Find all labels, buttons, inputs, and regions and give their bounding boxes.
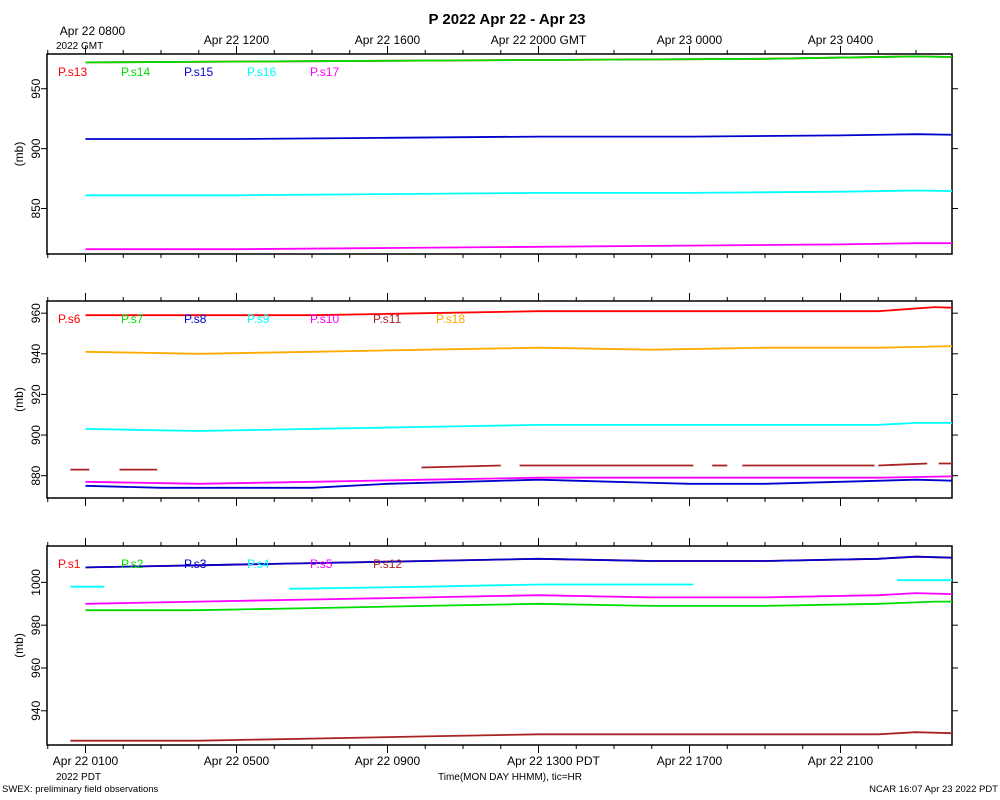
gmt-tick-label: Apr 22 1200 bbox=[204, 33, 270, 47]
series-line-P-s17 bbox=[85, 242, 952, 251]
y-tick-label: 880 bbox=[29, 465, 43, 485]
panel-frame bbox=[46, 300, 953, 499]
series-line-P-s2 bbox=[85, 600, 952, 612]
legend-P-s18: P.s18 bbox=[436, 312, 465, 326]
series-line-P-s9 bbox=[85, 421, 952, 432]
panel-frame bbox=[46, 545, 953, 746]
series-line-P-s3 bbox=[85, 555, 952, 569]
legend-P-s5: P.s5 bbox=[310, 557, 333, 571]
gmt-tick-label: Apr 23 0400 bbox=[808, 33, 874, 47]
legend-P-s10: P.s10 bbox=[310, 312, 339, 326]
series-line-P-s18 bbox=[85, 345, 952, 355]
pdt-tick-label: Apr 22 1700 bbox=[657, 754, 723, 768]
series-line-P-s14 bbox=[85, 55, 952, 64]
gmt-tick-label: Apr 22 2000 GMT bbox=[491, 33, 587, 47]
x-axis-label: Time(MON DAY HHMM), tic=HR bbox=[438, 772, 582, 783]
y-axis-label: (mb) bbox=[12, 633, 26, 658]
legend-P-s11: P.s11 bbox=[373, 312, 402, 326]
y-tick-label: 960 bbox=[29, 658, 43, 678]
gmt-tick-label: Apr 23 0000 bbox=[657, 33, 723, 47]
y-tick-label: 850 bbox=[29, 198, 43, 218]
series-line-P-s16 bbox=[85, 189, 952, 197]
y-tick-label: 950 bbox=[29, 78, 43, 98]
series-line-P-s15 bbox=[85, 133, 952, 140]
pdt-tick-label: Apr 22 2100 bbox=[808, 754, 874, 768]
series-line-P-s12 bbox=[70, 731, 952, 742]
legend-P-s9: P.s9 bbox=[247, 312, 270, 326]
pdt-year-label: 2022 PDT bbox=[56, 772, 101, 783]
gmt-tick-label: Apr 22 0800 bbox=[60, 24, 126, 38]
gmt-year-label: 2022 GMT bbox=[56, 41, 103, 52]
panels: 850 900 950 (mb) P.s13 P.s14 P.s15 P.s16 P.s17 88… bbox=[12, 24, 958, 768]
y-tick-label: 960 bbox=[29, 303, 43, 323]
legend-P-s17: P.s17 bbox=[310, 65, 339, 79]
panel-frame bbox=[46, 53, 953, 255]
y-axis-label: (mb) bbox=[12, 142, 26, 167]
pdt-tick-label: Apr 22 0900 bbox=[355, 754, 421, 768]
legend-P-s8: P.s8 bbox=[184, 312, 207, 326]
footer-right-note: NCAR 16:07 Apr 23 2022 PDT bbox=[869, 784, 998, 795]
series-line-P-s5 bbox=[85, 592, 952, 605]
legend-P-s2: P.s2 bbox=[121, 557, 144, 571]
legend-P-s3: P.s3 bbox=[184, 557, 207, 571]
legend-P-s6: P.s6 bbox=[58, 312, 81, 326]
y-tick-label: 900 bbox=[29, 425, 43, 445]
legend-P-s1: P.s1 bbox=[58, 557, 81, 571]
y-tick-label: 980 bbox=[29, 615, 43, 635]
series-line-P-s4 bbox=[289, 583, 694, 590]
y-tick-label: 940 bbox=[29, 343, 43, 363]
series-line-P-s11 bbox=[878, 462, 928, 467]
series-group bbox=[70, 306, 952, 489]
pdt-tick-label: Apr 22 0100 bbox=[53, 754, 119, 768]
legend-P-s7: P.s7 bbox=[121, 312, 144, 326]
panel-2: 880 900 920 940 960 (mb) P.s6 P.s7 P.s8 P.s9 P.s10… bbox=[12, 293, 958, 506]
legend-P-s14: P.s14 bbox=[121, 65, 150, 79]
series-line-P-s10 bbox=[85, 475, 952, 485]
legend-P-s16: P.s16 bbox=[247, 65, 276, 79]
legend-P-s15: P.s15 bbox=[184, 65, 213, 79]
series-line-P-s6 bbox=[85, 306, 952, 317]
gmt-tick-label: Apr 22 1600 bbox=[355, 33, 421, 47]
series-group bbox=[85, 55, 952, 251]
y-tick-label: 900 bbox=[29, 138, 43, 158]
series-line-P-s8 bbox=[85, 478, 952, 489]
y-tick-label: 1000 bbox=[29, 569, 43, 596]
y-tick-label: 940 bbox=[29, 700, 43, 720]
panel-3: 940 960 980 1000 (mb) P.s1 P.s2 P.s3 P.s4 P.s5 P.s… bbox=[12, 538, 958, 753]
panel-1: 850 900 950 (mb) P.s13 P.s14 P.s15 P.s16 P.s17 bbox=[12, 46, 958, 262]
y-tick-label: 920 bbox=[29, 384, 43, 404]
footer-left-note: SWEX: preliminary field observations bbox=[2, 784, 159, 795]
figure-title: P 2022 Apr 22 - Apr 23 bbox=[428, 11, 585, 28]
y-axis-label: (mb) bbox=[12, 387, 26, 412]
series-group bbox=[70, 555, 952, 742]
legend-P-s4: P.s4 bbox=[247, 557, 270, 571]
legend-P-s12: P.s12 bbox=[373, 557, 402, 571]
pdt-tick-label: Apr 22 0500 bbox=[204, 754, 270, 768]
series-line-P-s11 bbox=[421, 464, 501, 469]
legend-P-s13: P.s13 bbox=[58, 65, 87, 79]
pdt-tick-label: Apr 22 1300 PDT bbox=[507, 754, 600, 768]
